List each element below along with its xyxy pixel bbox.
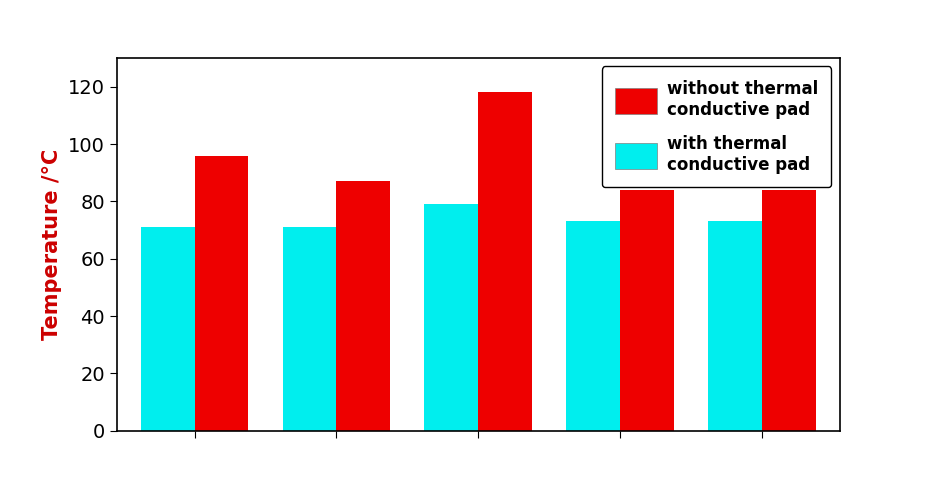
Bar bbox=[283, 227, 337, 431]
Y-axis label: Temperature /°C: Temperature /°C bbox=[42, 149, 63, 340]
Bar bbox=[141, 227, 195, 431]
Bar bbox=[195, 155, 248, 431]
Legend: without thermal
conductive pad, with thermal
conductive pad: without thermal conductive pad, with the… bbox=[602, 66, 831, 187]
Bar bbox=[566, 222, 620, 431]
Bar bbox=[337, 182, 390, 431]
Bar bbox=[479, 92, 532, 431]
Bar bbox=[708, 222, 761, 431]
Bar bbox=[425, 204, 479, 431]
Bar bbox=[620, 190, 674, 431]
Bar bbox=[761, 190, 815, 431]
